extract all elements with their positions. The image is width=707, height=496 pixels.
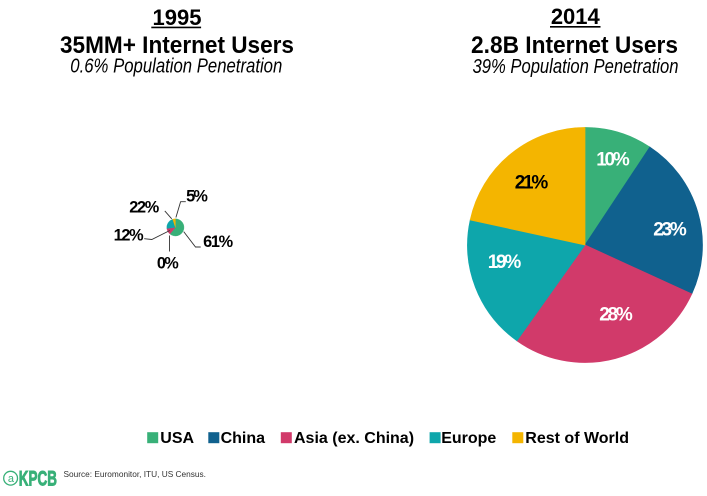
- svg-text:2.8B Internet Users: 2.8B Internet Users: [471, 32, 678, 59]
- svg-text:a: a: [8, 473, 15, 485]
- svg-text:5%: 5%: [186, 187, 208, 205]
- svg-text:22%: 22%: [129, 199, 160, 217]
- svg-text:28%: 28%: [599, 305, 633, 326]
- svg-text:21%: 21%: [515, 173, 549, 194]
- svg-text:1995: 1995: [153, 5, 202, 30]
- svg-text:China: China: [221, 430, 266, 447]
- svg-text:10%: 10%: [596, 150, 630, 171]
- svg-text:35MM+ Internet Users: 35MM+ Internet Users: [60, 32, 294, 59]
- svg-text:Asia (ex. China): Asia (ex. China): [294, 430, 414, 447]
- svg-text:2014: 2014: [551, 4, 601, 29]
- svg-text:Europe: Europe: [441, 430, 496, 447]
- svg-text:39% Population Penetration: 39% Population Penetration: [473, 56, 679, 78]
- svg-text:0.6% Population Penetration: 0.6% Population Penetration: [70, 56, 282, 78]
- svg-text:Rest of World: Rest of World: [525, 430, 629, 447]
- svg-text:19%: 19%: [488, 252, 522, 273]
- svg-text:KPCB: KPCB: [19, 467, 57, 490]
- svg-text:Source: Euromonitor, ITU, US C: Source: Euromonitor, ITU, US Census.: [64, 469, 207, 479]
- svg-text:0%: 0%: [157, 254, 179, 272]
- svg-text:12%: 12%: [114, 226, 145, 244]
- svg-text:USA: USA: [160, 430, 194, 447]
- svg-text:23%: 23%: [653, 220, 687, 241]
- svg-text:61%: 61%: [203, 233, 234, 251]
